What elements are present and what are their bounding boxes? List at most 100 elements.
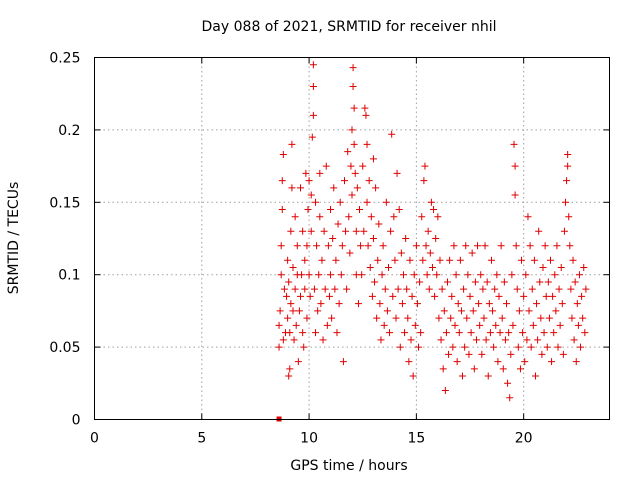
data-point (382, 198, 390, 206)
data-point (319, 336, 327, 344)
data-point (287, 300, 295, 308)
data-point (394, 285, 402, 293)
data-point (463, 314, 471, 322)
data-point (572, 358, 580, 366)
data-point (403, 285, 411, 293)
data-point (512, 242, 520, 250)
data-point (441, 387, 449, 395)
data-point (317, 300, 325, 308)
data-point (432, 235, 440, 242)
data-point (347, 162, 355, 170)
data-point (424, 227, 432, 235)
data-point (508, 271, 516, 279)
data-point (435, 314, 443, 322)
data-point (479, 285, 487, 293)
data-point (307, 191, 315, 199)
data-point (445, 350, 453, 358)
data-point (286, 329, 294, 337)
data-point (501, 336, 509, 344)
data-point (443, 278, 451, 286)
data-point (510, 140, 518, 148)
data-point (553, 242, 561, 250)
data-point (492, 321, 500, 329)
data-point (560, 227, 568, 235)
data-point (393, 169, 401, 177)
data-point (464, 271, 472, 279)
data-point (412, 242, 420, 250)
data-point (287, 227, 295, 235)
data-point (381, 285, 389, 293)
data-point (562, 198, 570, 206)
data-point (275, 343, 283, 351)
data-point (527, 343, 535, 351)
data-point (331, 285, 339, 293)
data-point (526, 242, 534, 250)
tick-layer: 0 5 10 15 20 0 0.05 0.1 0.15 0.2 0.25 (49, 51, 610, 447)
data-point (411, 321, 419, 329)
data-point (344, 148, 352, 156)
data-point (404, 314, 412, 322)
data-point (387, 227, 395, 235)
data-point (567, 285, 575, 293)
data-point (505, 329, 513, 337)
data-point (359, 162, 367, 170)
data-point (483, 278, 491, 286)
data-point (389, 292, 397, 300)
data-point (300, 343, 308, 351)
data-point (472, 336, 480, 344)
data-point (416, 278, 424, 286)
data-point (449, 343, 457, 351)
data-point (332, 256, 340, 264)
data-point (571, 278, 579, 286)
data-point (373, 314, 381, 322)
data-point (471, 278, 479, 286)
data-point (348, 126, 356, 134)
data-point (477, 271, 485, 279)
data-point (556, 321, 564, 329)
data-points (275, 61, 590, 422)
data-point (484, 372, 492, 380)
data-point (570, 336, 578, 344)
y-tick-label: 0 (72, 413, 81, 429)
data-point (309, 111, 317, 119)
data-point (418, 213, 426, 221)
data-point (375, 220, 383, 228)
data-point (400, 271, 407, 279)
data-point (461, 343, 469, 351)
data-point (524, 213, 532, 221)
data-point (546, 256, 554, 264)
data-point (475, 300, 483, 308)
data-point (327, 271, 335, 279)
x-axis-label: GPS time / hours (290, 458, 407, 474)
data-point (469, 307, 477, 315)
data-point (578, 292, 586, 300)
data-point (406, 256, 414, 264)
data-point (438, 285, 446, 293)
data-point (541, 242, 549, 250)
data-point (554, 343, 562, 351)
data-point (478, 350, 486, 358)
data-point (564, 162, 572, 170)
data-point (559, 350, 567, 358)
y-tick-label: 0.2 (58, 123, 80, 139)
data-point (558, 300, 566, 308)
data-point (309, 61, 317, 69)
data-point (557, 263, 565, 271)
data-point (575, 271, 583, 279)
data-point (299, 227, 307, 235)
data-point (284, 256, 292, 264)
data-point (503, 300, 510, 308)
data-point (289, 307, 297, 315)
data-point (498, 314, 506, 322)
data-point (286, 365, 294, 373)
data-point (304, 206, 312, 214)
data-point (534, 336, 542, 344)
data-point (328, 314, 336, 322)
data-point (466, 292, 474, 300)
data-point (306, 292, 314, 300)
data-point (288, 184, 296, 192)
data-point (537, 314, 545, 322)
data-point (351, 169, 359, 177)
data-point (313, 242, 321, 250)
